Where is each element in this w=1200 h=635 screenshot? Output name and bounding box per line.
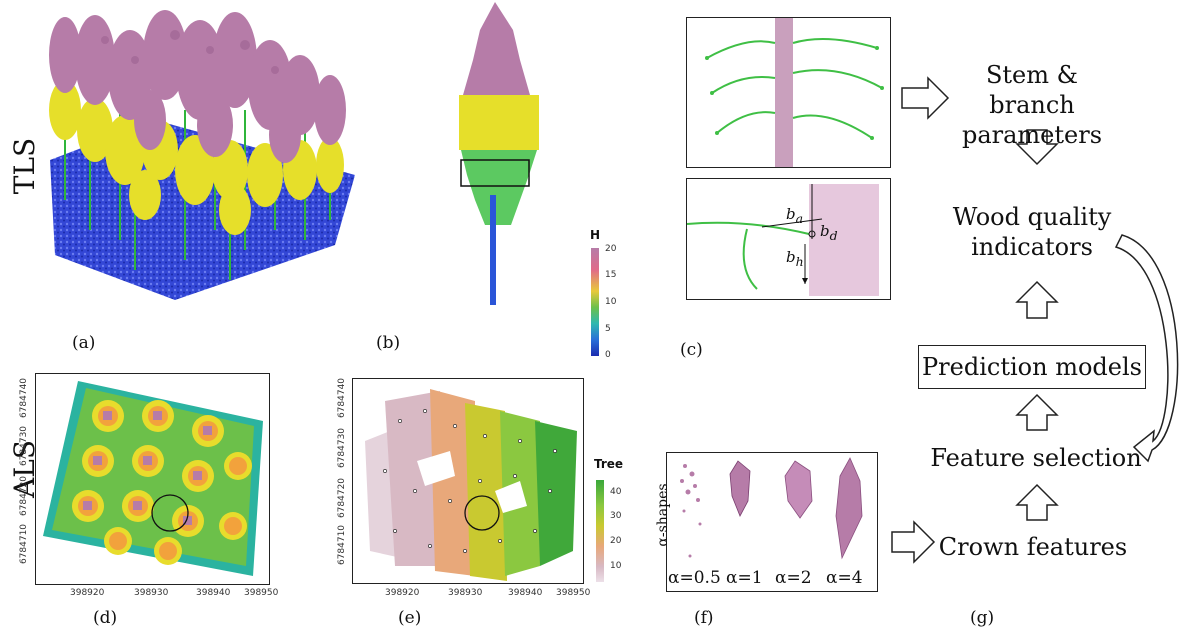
legend-h-tick: 20 (605, 244, 617, 254)
legend-tree-tick: 10 (610, 561, 622, 571)
flow-wood-line2: indicators (971, 233, 1093, 261)
branch-measurement-view (686, 184, 879, 296)
panel-d-canopy-raster (43, 381, 263, 576)
flow-stem-branch: Stem & branch parameters (942, 60, 1122, 150)
curved-arrow-icon (1114, 234, 1179, 463)
legend-h-tick: 5 (605, 324, 611, 334)
map-d-x-tick: 398940 (196, 588, 231, 598)
flow-stem-line1: Stem & branch (985, 61, 1079, 119)
selection-box (460, 159, 530, 187)
flow-wood-line1: Wood quality (952, 203, 1112, 231)
panel-label-e: (e) (398, 608, 422, 628)
flow-arrows (891, 76, 1179, 564)
legend-tree-tick: 30 (610, 511, 622, 521)
bh-subscript: h (795, 254, 804, 269)
label-ba: ba (786, 205, 803, 226)
map-e-y-tick: 6784720 (337, 477, 348, 519)
panel-e-segment-map (365, 389, 577, 581)
legend-h-colorbar (591, 248, 599, 356)
up-arrow-icon (1015, 280, 1059, 319)
panel-c-top-box (686, 17, 891, 168)
map-d-y-tick: 6784720 (19, 475, 30, 517)
flow-prediction-label: Prediction models (922, 353, 1142, 381)
legend-h-title: H (590, 228, 601, 242)
panel-label-a: (a) (72, 333, 96, 353)
tree-crown-top (463, 2, 530, 95)
alpha-label: α=4 (826, 568, 863, 588)
map-d-y-tick: 6784740 (19, 377, 30, 419)
map-e-y-ticks: 6784740 6784730 6784720 6784710 (337, 377, 352, 584)
ba-letter: b (786, 205, 796, 223)
up-arrow-icon (1015, 483, 1059, 521)
stem-branches-view (705, 18, 884, 167)
selection-circle (151, 494, 189, 532)
alpha-shape-1 (729, 460, 751, 517)
flow-stem-line2: parameters (961, 121, 1103, 149)
alpha-title: α-shapes (655, 483, 671, 547)
label-bh: bh (786, 248, 804, 269)
legend-h-ticks: 20 15 10 5 0 (605, 244, 627, 362)
up-arrow-icon (1015, 393, 1059, 431)
legend-tree-ticks: 40 30 20 10 (610, 487, 632, 577)
panel-b-single-tree (459, 2, 539, 305)
down-arrow-icon (1015, 129, 1059, 166)
panel-label-d: (d) (93, 608, 118, 628)
legend-h-tick: 15 (605, 270, 617, 280)
yellow-canopy (49, 80, 344, 235)
legend-tree-colorbar (596, 480, 604, 582)
map-d-y-ticks: 6784740 6784730 6784720 6784710 (19, 373, 34, 585)
panel-label-c: (c) (680, 340, 703, 360)
label-bd: bd (820, 222, 838, 243)
panel-label-b: (b) (376, 333, 401, 353)
right-arrow-icon (891, 520, 936, 564)
panel-label-g: (g) (970, 608, 995, 628)
panel-label-f: (f) (694, 608, 714, 628)
flow-crown-features: Crown features (938, 533, 1128, 561)
map-e-x-tick: 398950 (556, 588, 591, 598)
map-e-y-tick: 6784710 (337, 524, 348, 566)
map-e-x-tick: 398930 (448, 588, 483, 598)
alpha-label: α=1 (726, 568, 763, 588)
legend-h-tick: 10 (605, 297, 617, 307)
map-e-x-tick: 398940 (508, 588, 543, 598)
map-e-y-tick: 6784730 (337, 427, 348, 469)
stem-cylinder (775, 18, 793, 167)
map-d-x-tick: 398920 (70, 588, 105, 598)
bh-letter: b (786, 248, 796, 266)
alpha-label: α=2 (775, 568, 812, 588)
alpha-label: α=0.5 (668, 568, 721, 588)
selection-circle (464, 495, 500, 531)
map-d-y-tick: 6784730 (19, 425, 30, 467)
legend-tree-tick: 40 (610, 487, 622, 497)
legend-tree-tick: 20 (610, 536, 622, 546)
legend-h-tick: 0 (605, 350, 611, 360)
bd-subscript: d (829, 228, 838, 243)
panel-c-bottom-box (686, 178, 891, 300)
panel-a-tls-plot (49, 10, 355, 300)
right-arrow-icon (901, 76, 950, 120)
map-d-x-tick: 398930 (134, 588, 169, 598)
legend-tree-title: Tree (594, 457, 624, 471)
map-d-x-tick: 398950 (244, 588, 279, 598)
flow-feature-selection: Feature selection (930, 444, 1142, 472)
flow-wood-quality: Wood quality indicators (952, 202, 1112, 262)
map-e-x-tick: 398920 (385, 588, 420, 598)
flow-prediction-box: Prediction models (918, 345, 1146, 389)
alpha-shape-2 (784, 460, 813, 519)
alpha-shape-4 (835, 457, 863, 560)
map-d-y-tick: 6784710 (19, 523, 30, 565)
map-e-y-tick: 6784740 (337, 377, 348, 419)
ba-subscript: a (795, 211, 804, 226)
alpha-shape-0-5 (680, 464, 702, 558)
tree-stem (490, 195, 496, 305)
alpha-shapes-drawing (680, 457, 863, 560)
bd-letter: b (820, 222, 830, 240)
